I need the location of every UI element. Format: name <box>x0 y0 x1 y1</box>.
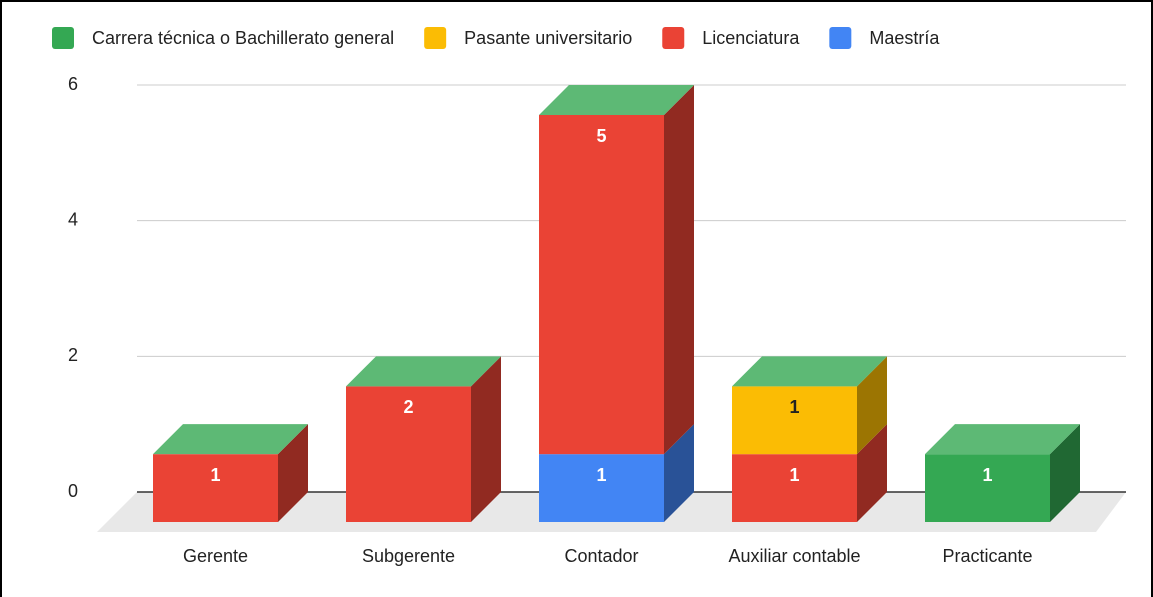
bar-top <box>925 424 1080 455</box>
legend-label: Pasante universitario <box>464 28 632 48</box>
legend-swatch <box>829 27 852 49</box>
y-tick-label: 6 <box>68 74 78 94</box>
bar-front <box>732 386 857 455</box>
bar-top <box>732 356 887 387</box>
bar-front <box>153 454 278 522</box>
legend-swatch <box>424 27 447 49</box>
bar-front <box>539 115 664 455</box>
y-tick-label: 0 <box>68 481 78 501</box>
data-label: 1 <box>210 465 220 485</box>
data-label: 2 <box>403 397 413 417</box>
data-label: 1 <box>789 397 799 417</box>
legend-swatch <box>52 27 74 49</box>
legend-label: Carrera técnica o Bachillerato general <box>92 28 394 48</box>
y-tick-label: 4 <box>68 209 78 229</box>
data-label: 1 <box>789 465 799 485</box>
bar-side <box>471 356 501 522</box>
y-tick-label: 2 <box>68 345 78 365</box>
data-label: 1 <box>982 465 992 485</box>
bar-side <box>664 85 694 455</box>
bar-top <box>346 356 501 387</box>
data-label: 1 <box>596 465 606 485</box>
bar-side <box>857 424 887 522</box>
x-tick-label: Subgerente <box>362 546 455 566</box>
bar-front <box>732 454 857 522</box>
bar-side <box>857 356 887 455</box>
bar-top <box>153 424 308 455</box>
bar-front <box>925 454 1050 522</box>
data-label: 5 <box>596 126 606 146</box>
bar-side <box>664 424 694 522</box>
bar-top <box>539 85 694 115</box>
x-tick-label: Contador <box>564 546 638 566</box>
x-tick-label: Gerente <box>183 546 248 566</box>
bar-side <box>278 424 308 522</box>
x-tick-label: Auxiliar contable <box>728 546 860 566</box>
bar-front <box>539 454 664 522</box>
bar-front <box>346 386 471 522</box>
bar-side <box>1050 424 1080 522</box>
legend-label: Maestría <box>869 28 940 48</box>
legend-label: Licenciatura <box>702 28 800 48</box>
legend-swatch <box>662 27 685 49</box>
x-tick-label: Practicante <box>942 546 1032 566</box>
